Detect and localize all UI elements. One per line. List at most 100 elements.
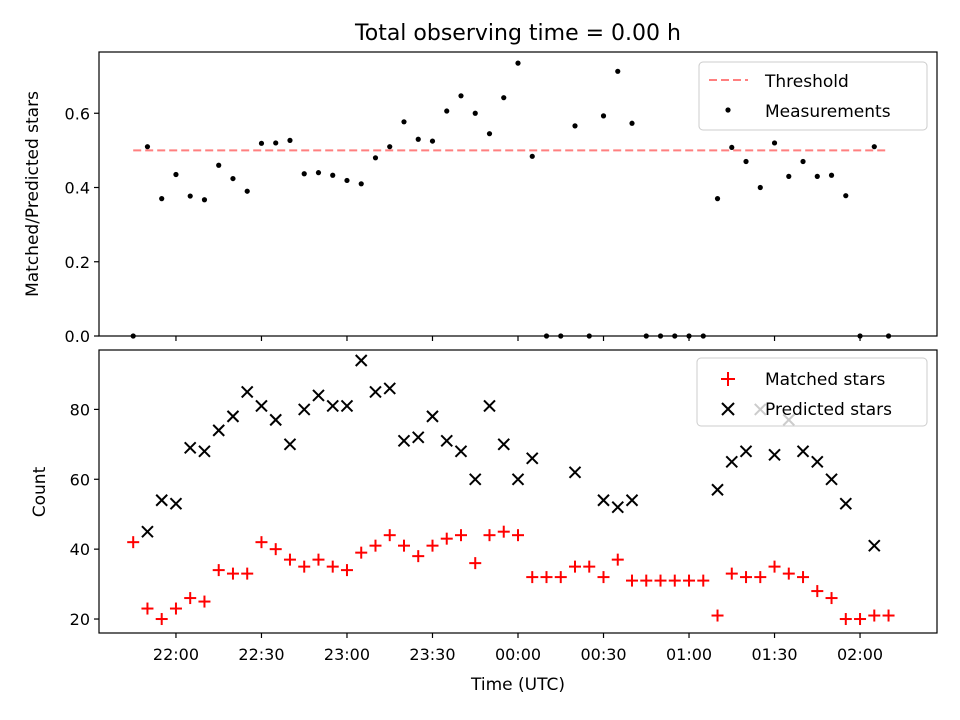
matched-star-point bbox=[825, 592, 838, 605]
matched-star-point bbox=[383, 529, 396, 542]
bottom-x-axis-ticks: 22:00 22:30 23:00 23:30 00:00 00:30 01:00 01:30… bbox=[153, 633, 883, 664]
predicted-star-point bbox=[326, 399, 339, 413]
measurement-point bbox=[572, 123, 578, 129]
predicted-star-point bbox=[198, 445, 211, 458]
matched-star-point bbox=[583, 560, 596, 573]
measurement-point bbox=[372, 155, 379, 161]
measurement-point bbox=[344, 177, 350, 184]
y-tick-label: 0.2 bbox=[65, 253, 90, 272]
measurement-point bbox=[814, 173, 820, 179]
matched-star-point bbox=[683, 574, 696, 587]
predicted-star-point bbox=[768, 448, 781, 462]
bottom-y-axis-label: Count bbox=[30, 466, 50, 517]
predicted-star-point bbox=[241, 385, 254, 399]
predicted-star-point bbox=[497, 438, 510, 451]
measurement-point bbox=[244, 188, 250, 194]
legend-measurements-label: Measurements bbox=[765, 102, 891, 122]
y-tick-label: 80 bbox=[70, 400, 90, 419]
predicted-stars-points bbox=[141, 354, 881, 552]
measurement-point bbox=[387, 144, 393, 150]
predicted-star-point bbox=[412, 431, 425, 444]
matched-stars-points bbox=[127, 525, 895, 626]
matched-star-point bbox=[654, 574, 667, 587]
measurement-point bbox=[615, 68, 621, 74]
predicted-star-point bbox=[426, 410, 439, 423]
matched-star-point bbox=[754, 571, 767, 584]
measurement-point bbox=[144, 144, 151, 150]
legend-predicted-label: Predicted stars bbox=[765, 400, 892, 420]
matched-star-point bbox=[155, 613, 168, 626]
matched-star-point bbox=[697, 574, 710, 587]
measurement-point bbox=[258, 140, 265, 146]
measurement-point bbox=[771, 140, 778, 146]
y-tick-label: 40 bbox=[70, 540, 90, 559]
predicted-star-point bbox=[184, 441, 197, 455]
legend-matched-swatch bbox=[721, 372, 735, 386]
predicted-star-point bbox=[839, 497, 852, 510]
predicted-star-point bbox=[511, 473, 525, 486]
predicted-star-point bbox=[397, 434, 411, 448]
matched-star-point bbox=[611, 553, 624, 566]
measurement-point bbox=[629, 120, 635, 126]
y-tick-label: 60 bbox=[70, 470, 90, 489]
matched-star-point bbox=[668, 574, 681, 587]
y-tick-label: 0.0 bbox=[65, 327, 90, 346]
predicted-star-point bbox=[312, 389, 325, 402]
measurement-point bbox=[828, 172, 835, 178]
predicted-star-point bbox=[739, 445, 753, 458]
matched-star-point bbox=[169, 602, 182, 615]
matched-star-point bbox=[725, 567, 738, 580]
matched-star-point bbox=[340, 564, 353, 577]
measurement-point bbox=[201, 197, 208, 203]
bottom-legend-box bbox=[696, 357, 928, 427]
matched-star-point bbox=[512, 529, 524, 542]
predicted-star-point bbox=[469, 473, 482, 486]
measurement-point bbox=[315, 170, 322, 176]
matched-star-point bbox=[483, 529, 496, 542]
top-plot-frame bbox=[98, 51, 938, 337]
bottom-legend: Matched stars Predicted stars bbox=[696, 357, 928, 427]
matched-star-point bbox=[839, 613, 852, 626]
predicted-star-point bbox=[255, 399, 268, 413]
matched-star-point bbox=[640, 574, 653, 587]
predicted-star-point bbox=[625, 494, 639, 507]
legend-matched-label: Matched stars bbox=[765, 370, 885, 390]
matched-star-point bbox=[255, 536, 268, 549]
legend-threshold-label: Threshold bbox=[764, 72, 849, 92]
predicted-star-point bbox=[383, 382, 396, 395]
top-y-axis-label: Matched/Predicted stars bbox=[23, 91, 43, 297]
matched-star-point bbox=[440, 532, 453, 545]
matched-star-point bbox=[554, 571, 567, 584]
predicted-star-point bbox=[212, 424, 225, 437]
matched-star-point bbox=[469, 557, 482, 570]
predicted-star-point bbox=[283, 438, 297, 451]
measurement-point bbox=[472, 110, 478, 116]
measurement-point bbox=[529, 153, 535, 159]
measurement-point bbox=[273, 140, 279, 146]
measurement-point bbox=[358, 181, 364, 187]
predicted-star-point bbox=[355, 354, 368, 367]
predicted-star-point bbox=[155, 494, 168, 507]
matched-star-point bbox=[355, 546, 368, 559]
predicted-star-point bbox=[298, 403, 311, 416]
matched-star-point bbox=[597, 571, 610, 584]
measurement-point bbox=[743, 158, 749, 165]
x-tick-label: 00:00 bbox=[495, 645, 541, 664]
predicted-star-point bbox=[141, 525, 154, 538]
measurement-point bbox=[159, 196, 165, 202]
matched-star-point bbox=[540, 571, 553, 584]
matched-star-point bbox=[426, 539, 439, 552]
matched-star-point bbox=[397, 539, 410, 552]
measurement-point bbox=[330, 172, 336, 178]
matched-star-point bbox=[241, 567, 254, 580]
measurement-point bbox=[187, 193, 193, 199]
predicted-star-point bbox=[725, 455, 738, 469]
measurement-point bbox=[843, 193, 849, 199]
top-panel: Total observing time = 0.00 h 0.00.20.40… bbox=[23, 21, 938, 346]
x-tick-label: 02:00 bbox=[837, 645, 883, 664]
measurement-point bbox=[287, 137, 293, 143]
measurement-points bbox=[130, 60, 892, 339]
x-tick-label: 01:00 bbox=[666, 645, 712, 664]
measurement-point bbox=[429, 138, 436, 144]
